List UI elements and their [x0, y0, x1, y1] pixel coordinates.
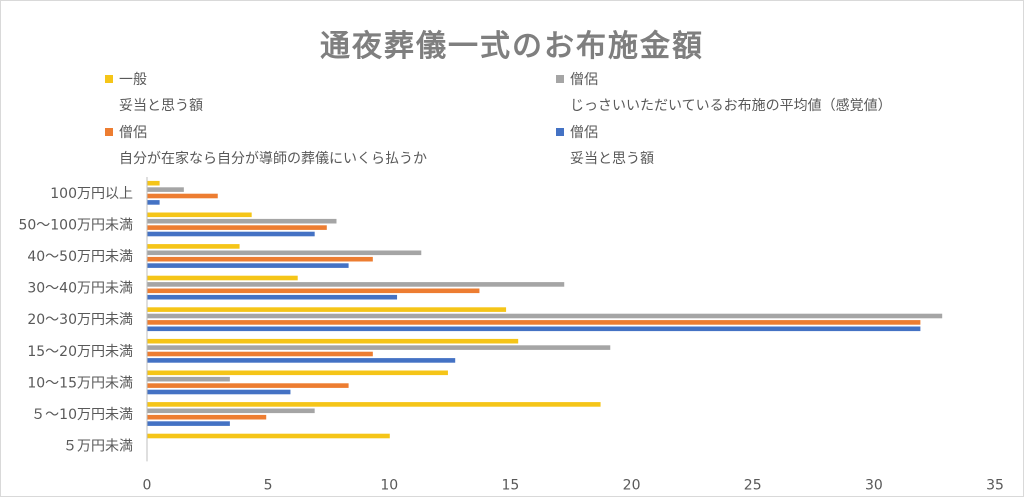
bar: [147, 358, 456, 363]
bar: [147, 320, 921, 325]
y-tick-label: ５万円未満: [63, 439, 133, 455]
y-tick-label: 30～40万円未満: [27, 281, 133, 297]
bar: [147, 187, 184, 192]
legend-sublabel: 自分が在家なら自分が導師の葬儀にいくら払うか: [119, 151, 427, 167]
bar: [147, 212, 252, 218]
bar: [147, 256, 373, 262]
legend-entry-priest-reasonable: 僧侶 妥当と思う額: [556, 122, 654, 170]
bar: [147, 383, 349, 388]
legend-label: 僧侶: [570, 125, 598, 141]
x-tick-label: 35: [986, 477, 1004, 493]
bar: [147, 294, 398, 300]
bar: [147, 307, 507, 312]
bar: [147, 313, 943, 319]
legend-label: 僧侶: [570, 72, 598, 88]
legend-entry-priest-would-pay: 僧侶 自分が在家なら自分が導師の葬儀にいくら払うか: [105, 122, 427, 170]
y-tick-label: 100万円以上: [50, 186, 133, 202]
bar: [147, 282, 565, 287]
legend-label: 僧侶: [119, 125, 147, 141]
bar: [147, 218, 337, 224]
bar: [147, 231, 315, 237]
legend-swatch-gray: [556, 75, 564, 83]
legend-swatch-yellow: [105, 75, 113, 83]
bar: [147, 389, 291, 395]
x-tick-label: 20: [623, 477, 641, 493]
bar: [147, 193, 218, 199]
x-tick-label: 5: [264, 477, 273, 493]
bar: [147, 402, 601, 407]
bar: [147, 180, 160, 186]
bar: [147, 421, 230, 426]
bar: [147, 200, 160, 205]
y-tick-label: ５～10万円未満: [31, 407, 133, 423]
bar: [147, 338, 519, 344]
x-tick-label: 25: [744, 477, 762, 493]
bar: [147, 351, 373, 357]
bar: [147, 263, 349, 268]
y-tick-label: 40～50万円未満: [27, 249, 133, 265]
legend-swatch-orange: [105, 128, 113, 136]
y-tick-label: 15～20万円未満: [27, 344, 133, 360]
bar: [147, 288, 480, 294]
x-tick-label: 15: [502, 477, 520, 493]
bar: [147, 433, 390, 439]
bar: [147, 225, 327, 230]
chart-title: 通夜葬儀一式のお布施金額: [320, 29, 704, 64]
bar: [147, 275, 298, 281]
bar: [147, 244, 240, 249]
y-tick-label: 10～15万円未満: [27, 375, 133, 391]
legend-swatch-blue: [556, 128, 564, 136]
legend-label: 一般: [119, 72, 147, 88]
bar: [147, 414, 267, 420]
legend-sublabel: じっさいいただいているお布施の平均値（感覚値）: [570, 98, 892, 114]
y-tick-label: 50～100万円未満: [18, 217, 133, 233]
legend-sublabel: 妥当と思う額: [119, 98, 203, 114]
bar: [147, 345, 611, 350]
y-tick-label: 20～30万円未満: [27, 312, 133, 328]
bar: [147, 326, 921, 332]
x-tick-label: 0: [143, 477, 152, 493]
bar: [147, 408, 315, 414]
x-tick-label: 10: [380, 477, 398, 493]
bar: [147, 376, 230, 382]
legend-sublabel: 妥当と思う額: [570, 151, 654, 167]
bar: [147, 370, 448, 376]
legend-entry-general-reasonable: 一般 妥当と思う額: [105, 69, 203, 117]
x-tick-label: 30: [865, 477, 883, 493]
legend-entry-priest-actual: 僧侶 じっさいいただいているお布施の平均値（感覚値）: [556, 69, 892, 117]
bar: [147, 250, 422, 256]
